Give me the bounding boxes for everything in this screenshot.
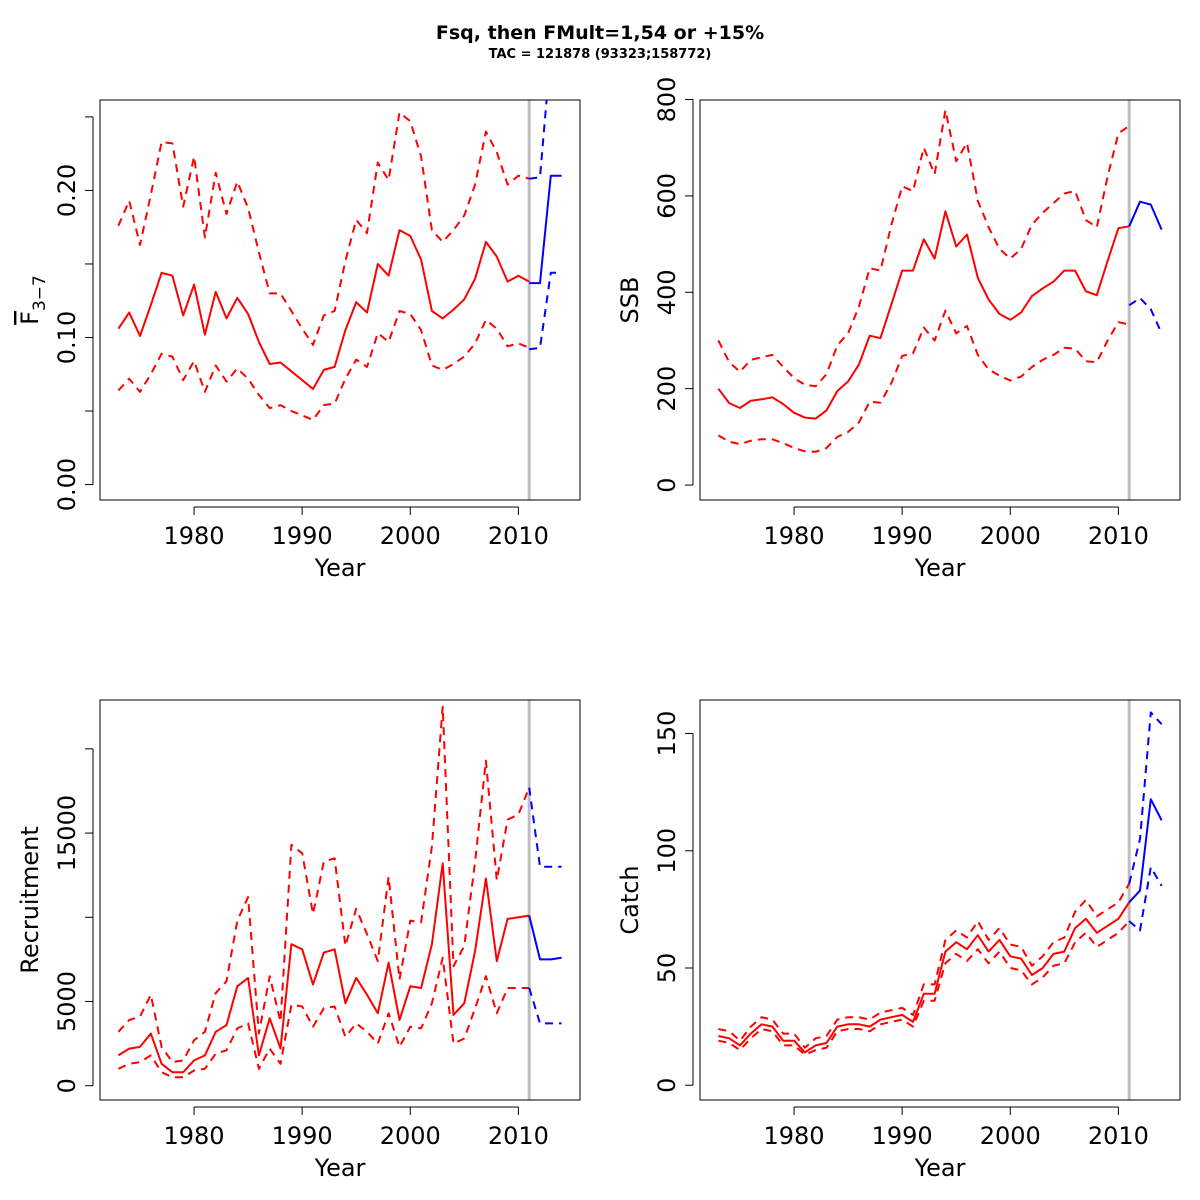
y-axis-label-main: F: [16, 311, 44, 325]
historic-upper-line: [717, 109, 1130, 388]
x-axis-label: Year: [914, 554, 966, 582]
plot-frame: [99, 99, 581, 501]
x-tick-label: 1990: [872, 1122, 933, 1150]
historic-lower-line: [718, 920, 1130, 1056]
x-tick-label: 2000: [380, 1122, 441, 1150]
x-tick-label: 1980: [164, 522, 225, 550]
historic-lower-line: [117, 956, 530, 1079]
y-axis-label: SSB: [616, 277, 644, 324]
y-tick-label: 15000: [53, 795, 81, 871]
x-tick-label: 2010: [1088, 522, 1149, 550]
projection-lower-line: [1128, 866, 1163, 932]
series-lines: [718, 711, 1163, 1056]
projection-median-line: [1128, 200, 1163, 230]
x-tick-label: 1990: [872, 522, 933, 550]
historic-median-line: [117, 862, 530, 1074]
projection-lower-line: [529, 271, 562, 351]
x-tick-label: 1990: [272, 1122, 333, 1150]
y-tick-label: 200: [653, 366, 681, 412]
x-axis-label: Year: [914, 1154, 966, 1182]
historic-upper-line: [718, 883, 1131, 1049]
y-tick-label: 0.00: [53, 458, 81, 511]
x-tick-label: 2000: [980, 1122, 1041, 1150]
x-tick-label: 2000: [380, 522, 441, 550]
y-tick-label: 0: [653, 1078, 681, 1093]
historic-lower-line: [717, 309, 1130, 453]
y-tick-label: 150: [653, 711, 681, 757]
historic-upper-line: [117, 111, 530, 346]
y-tick-label: 0.10: [53, 311, 81, 364]
y-axis-label: Recruitment: [16, 826, 44, 973]
projection-median-line: [1128, 798, 1163, 903]
x-tick-label: 1980: [764, 1122, 825, 1150]
panel-bottom-left: 1980 1990 2000 2010 Year 0 5000 15000 Recruitmen…: [16, 699, 581, 1182]
x-tick-label: 1980: [764, 522, 825, 550]
figure-subtitle: TAC = 121878 (93323;158772): [488, 47, 712, 62]
series-lines: [717, 109, 1163, 453]
series-lines: [117, 100, 562, 421]
x-axis-label: Year: [314, 1154, 366, 1182]
y-axis-label: Catch: [616, 865, 644, 934]
y-axis-label: F3−7: [16, 275, 50, 325]
projection-upper-line: [529, 100, 548, 180]
plot-frame: [699, 99, 1181, 501]
projection-upper-line: [1128, 711, 1163, 884]
x-tick-label: 1990: [272, 522, 333, 550]
x-tick-label: 2000: [980, 522, 1041, 550]
plot-frame: [699, 699, 1181, 1101]
x-tick-label: 2010: [1088, 1122, 1149, 1150]
series-lines: [117, 705, 562, 1079]
y-tick-label: 0: [53, 1078, 81, 1093]
y-tick-label: 5000: [53, 971, 81, 1032]
y-tick-label: 50: [653, 953, 681, 984]
y-tick-label: 400: [653, 269, 681, 315]
y-tick-label: 100: [653, 828, 681, 874]
panel-bottom-right: 1980 1990 2000 2010 Year 0 50 100 150 Catch: [616, 699, 1181, 1182]
projection-lower-line: [528, 987, 562, 1025]
x-axis-label: Year: [314, 554, 366, 582]
panel-top-left: 1980 1990 2000 2010 Year 0.00 0.10 0.20 F3−7: [16, 99, 581, 582]
projection-upper-line: [528, 787, 562, 868]
projection-lower-line: [1128, 297, 1163, 334]
historic-upper-line: [117, 705, 531, 1064]
projection-median-line: [528, 915, 562, 961]
historic-median-line: [717, 210, 1130, 420]
projection-median-line: [529, 174, 562, 285]
x-tick-label: 1980: [164, 1122, 225, 1150]
x-tick-label: 2010: [488, 1122, 549, 1150]
figure-title: Fsq, then FMult=1,54 or +15%: [435, 22, 765, 44]
panel-top-right: 1980 1990 2000 2010 Year 0 200 400 600 800 SSB: [616, 77, 1181, 582]
historic-lower-line: [117, 310, 530, 421]
x-tick-label: 2010: [488, 522, 549, 550]
plot-frame: [99, 699, 581, 1101]
y-tick-label: 600: [653, 173, 681, 219]
y-tick-label: 0.20: [53, 164, 81, 217]
y-tick-label: 800: [653, 77, 681, 123]
y-tick-label: 0: [653, 477, 681, 492]
historic-median-line: [718, 901, 1131, 1054]
historic-median-line: [117, 229, 530, 390]
y-axis-label-subscript: 3−7: [30, 275, 50, 311]
